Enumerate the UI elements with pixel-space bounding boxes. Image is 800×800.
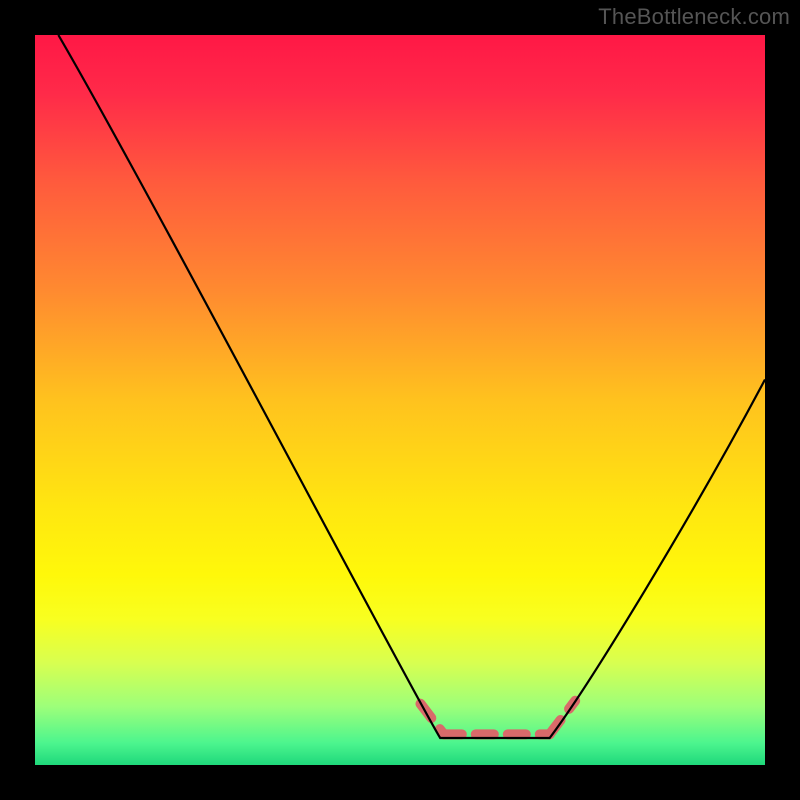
bottleneck-curve-chart [0, 0, 800, 800]
plot-background [35, 35, 765, 765]
chart-stage: TheBottleneck.com [0, 0, 800, 800]
watermark-text: TheBottleneck.com [598, 4, 790, 30]
